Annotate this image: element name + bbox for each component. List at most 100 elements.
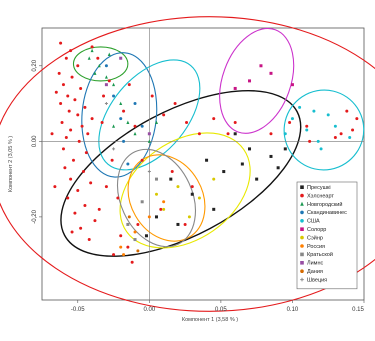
data-point [198,197,201,200]
data-point [119,246,122,249]
y-tick-label: 0.00 [32,135,38,147]
data-point [83,204,86,207]
y-axis-title: Компонент 2 (3,05 % ) [8,136,14,192]
legend: ПресушкiХэлснеартНовгородскийСкандинавин… [297,182,357,289]
data-point [136,249,139,252]
data-point [119,234,122,237]
data-point [86,132,89,135]
data-point [185,121,188,124]
data-point [85,151,88,154]
data-point [69,129,72,132]
data-point [348,136,351,139]
data-point [126,121,129,124]
legend-marker [300,253,304,257]
data-point [71,231,74,234]
x-tick-label: 0.00 [143,307,155,313]
data-point [61,121,64,124]
data-point [59,42,62,45]
data-point [128,83,131,86]
data-point [134,231,137,234]
data-point [255,178,258,181]
data-point [76,113,79,116]
data-point [59,102,62,105]
data-point [62,83,65,86]
data-point [122,140,125,143]
data-point [73,98,76,101]
data-point [212,117,215,120]
data-point [65,136,68,139]
data-point [162,208,165,211]
data-point [96,57,99,60]
data-point [78,140,81,143]
data-point [169,178,172,181]
data-point [122,110,125,113]
data-point [62,147,65,150]
data-point [116,197,119,200]
data-point [176,185,179,188]
data-point [320,147,323,150]
data-point [55,91,58,94]
data-point [79,227,82,230]
legend-marker [300,244,304,248]
confidence-ellipse [77,50,162,181]
data-point [131,261,134,264]
data-point [198,132,201,135]
y-tick-label: 0,20 [32,59,38,71]
legend-label: Кратьской [307,251,333,258]
data-point [112,124,115,127]
data-point [51,132,54,135]
data-point [159,208,162,211]
data-point [105,102,108,105]
data-point [91,45,94,48]
x-tick-label: 0.05 [215,307,227,313]
data-point [162,113,165,116]
data-point [284,147,287,150]
data-point [89,181,92,184]
data-point [312,110,315,113]
data-point [174,102,177,105]
data-point [134,238,137,241]
legend-marker [300,236,304,240]
data-point [105,185,108,188]
data-point [162,200,165,203]
data-point [69,178,72,181]
confidence-ellipse [113,141,220,255]
data-point [119,102,122,105]
data-point [184,223,187,226]
data-point [334,125,337,128]
legend-marker [300,261,304,265]
legend-label: США [307,219,320,225]
data-point [76,64,79,67]
data-point [234,132,237,135]
data-point [155,193,158,196]
legend-marker [300,211,304,215]
data-point [105,64,108,67]
data-point [71,76,74,79]
data-point [269,132,272,135]
y-tick-label: -0,20 [32,209,38,223]
data-point [155,178,158,181]
data-point [288,121,291,124]
data-point [317,140,320,143]
data-point [134,132,137,135]
data-point [126,163,129,166]
data-point [191,185,194,188]
data-point [79,87,82,90]
legend-label: Сэйнр [307,234,323,241]
data-point [82,170,85,173]
data-point [72,159,75,162]
data-point [298,106,301,109]
data-point [105,75,108,78]
data-point [334,136,337,139]
data-point [176,223,179,226]
data-point [134,125,137,128]
data-point [234,87,237,90]
confidence-ellipse [35,57,326,291]
data-point [291,83,294,86]
data-point [148,215,151,218]
data-point [248,147,251,150]
data-point [269,72,272,75]
data-point [93,219,96,222]
data-point [126,223,129,226]
data-point [53,185,56,188]
